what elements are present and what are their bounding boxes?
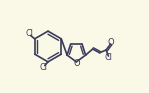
Text: Cl: Cl (25, 29, 33, 38)
Text: O: O (108, 38, 114, 47)
Text: Cl: Cl (40, 63, 48, 72)
Text: O: O (73, 59, 80, 68)
Text: Cl: Cl (105, 53, 113, 62)
